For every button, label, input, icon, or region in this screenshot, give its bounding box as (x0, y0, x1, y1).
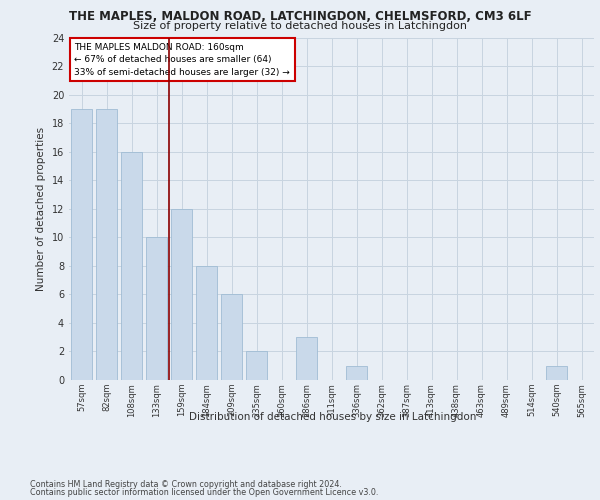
Text: Contains public sector information licensed under the Open Government Licence v3: Contains public sector information licen… (30, 488, 379, 497)
Bar (71, 109, 92, 380)
Text: THE MAPLES, MALDON ROAD, LATCHINGDON, CHELMSFORD, CM3 6LF: THE MAPLES, MALDON ROAD, LATCHINGDON, CH… (68, 10, 532, 23)
Bar (146, 238, 167, 380)
Bar (546, 366, 567, 380)
Text: Size of property relative to detached houses in Latchingdon: Size of property relative to detached ho… (133, 21, 467, 31)
Text: Distribution of detached houses by size in Latchingdon: Distribution of detached houses by size … (190, 412, 476, 422)
Y-axis label: Number of detached properties: Number of detached properties (36, 126, 46, 291)
Bar (221, 294, 242, 380)
Bar (296, 337, 317, 380)
Bar (196, 266, 217, 380)
Text: Contains HM Land Registry data © Crown copyright and database right 2024.: Contains HM Land Registry data © Crown c… (30, 480, 342, 489)
Bar (121, 152, 142, 380)
Text: THE MAPLES MALDON ROAD: 160sqm
← 67% of detached houses are smaller (64)
33% of : THE MAPLES MALDON ROAD: 160sqm ← 67% of … (74, 42, 290, 76)
Bar (246, 352, 267, 380)
Bar (346, 366, 367, 380)
Bar (96, 109, 117, 380)
Bar (171, 209, 192, 380)
